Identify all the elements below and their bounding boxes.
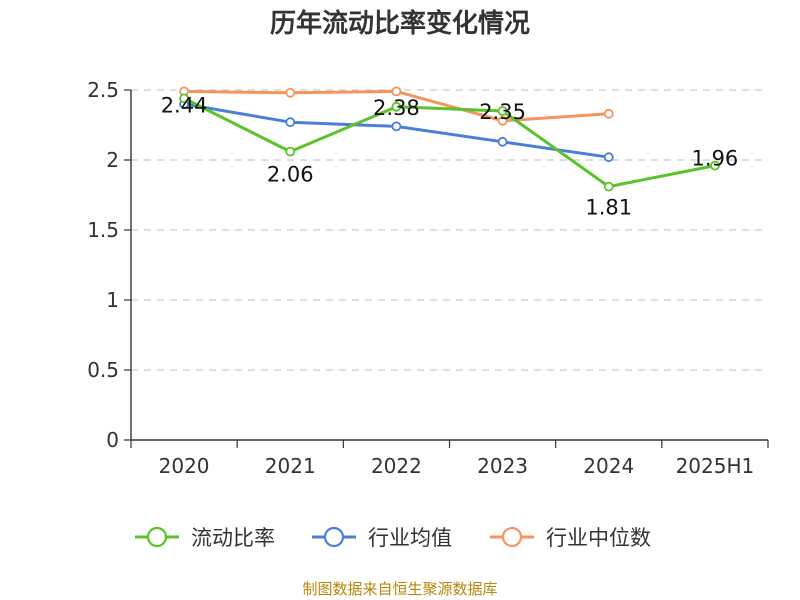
y-tick-label: 0 (106, 428, 119, 452)
series-2 (179, 86, 614, 126)
data-point[interactable] (285, 146, 296, 157)
data-point[interactable] (710, 160, 720, 171)
source-note: 制图数据来自恒生聚源数据库 (302, 580, 497, 598)
legend-label: 行业均值 (368, 526, 452, 550)
axes: 0 0.5 1 1.5 2 2.5 2020 2021 2022 2023 2024 2025H1 (87, 78, 769, 478)
data-point[interactable] (391, 101, 402, 112)
data-point[interactable] (497, 136, 508, 147)
x-tick-label: 2023 (477, 454, 528, 478)
legend-marker (146, 526, 168, 548)
chart-title: 历年流动比率变化情况 (270, 8, 530, 39)
legend-label: 流动比率 (191, 526, 275, 550)
y-tick-label: 2 (106, 148, 119, 172)
y-tick-label: 1.5 (87, 218, 119, 242)
data-label: 1.81 (585, 196, 632, 220)
data-point[interactable] (603, 108, 614, 119)
x-tick-label: 2021 (265, 454, 316, 478)
series-group (179, 86, 720, 192)
data-point[interactable] (497, 115, 508, 126)
y-tick-label: 0.5 (87, 358, 119, 382)
legend-marker (501, 526, 523, 548)
series-0 (179, 93, 720, 192)
legend-label: 行业中位数 (546, 526, 651, 550)
data-point[interactable] (179, 93, 189, 104)
data-label: 1.96 (692, 147, 739, 171)
x-tick-label: 2025H1 (676, 454, 755, 478)
data-point[interactable] (391, 121, 402, 132)
data-point[interactable] (391, 86, 402, 97)
x-tick-label: 2022 (371, 454, 422, 478)
x-tick-label: 2024 (583, 454, 634, 478)
grid-lines (131, 89, 768, 371)
data-label: 2.35 (479, 100, 526, 124)
x-tick-label: 2020 (159, 454, 210, 478)
data-point[interactable] (497, 106, 508, 116)
data-label: 2.06 (267, 163, 314, 187)
y-tick-label: 2.5 (87, 78, 119, 102)
legend-marker (323, 526, 345, 548)
data-point[interactable] (285, 117, 296, 128)
data-point[interactable] (603, 152, 614, 163)
data-point[interactable] (603, 181, 614, 192)
legend[interactable]: 流动比率 行业均值 行业中位数 (135, 526, 651, 550)
data-labels: 2.44 2.06 2.38 2.35 1.81 1.96 (161, 93, 739, 219)
legend-item-0[interactable]: 流动比率 (135, 526, 275, 550)
data-label: 2.38 (373, 96, 420, 120)
data-point[interactable] (285, 87, 296, 98)
data-label: 2.44 (161, 93, 208, 117)
legend-item-1[interactable]: 行业均值 (312, 526, 452, 550)
series-line (183, 97, 716, 189)
legend-item-2[interactable]: 行业中位数 (490, 526, 651, 550)
y-tick-label: 1 (106, 288, 119, 312)
